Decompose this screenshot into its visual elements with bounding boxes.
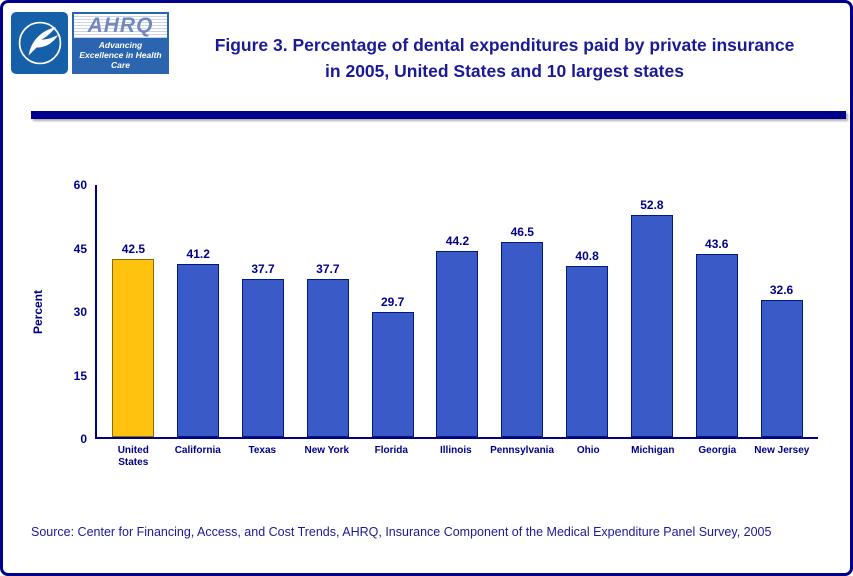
bar-value-label: 52.8 xyxy=(640,198,664,213)
x-axis-label: Michigan xyxy=(631,445,675,456)
bar-value-label: 46.5 xyxy=(510,224,534,239)
bar xyxy=(566,265,609,437)
bar-group: 40.8 xyxy=(555,185,620,437)
bar xyxy=(760,300,803,437)
bar xyxy=(501,241,544,437)
bar-group: 43.6 xyxy=(684,185,749,437)
x-axis-label: Illinois xyxy=(440,445,472,456)
bar xyxy=(436,251,479,437)
y-tick-label: 15 xyxy=(73,368,87,383)
header: AHRQ Advancing Excellence in Health Care… xyxy=(3,3,850,105)
bar-value-label: 44.2 xyxy=(445,234,470,249)
bar-group: 32.6 xyxy=(749,185,814,437)
x-axis-label: California xyxy=(174,445,221,456)
y-tick-label: 0 xyxy=(80,432,87,446)
y-tick-label: 30 xyxy=(73,305,87,319)
x-axis-label: United States xyxy=(117,445,149,468)
bar-value-label: 29.7 xyxy=(380,295,405,310)
bar-value-label: 32.6 xyxy=(769,283,794,298)
bar xyxy=(371,312,414,437)
bar xyxy=(112,258,155,437)
bar-group: 29.7 xyxy=(360,185,425,437)
page-title: Figure 3. Percentage of dental expenditu… xyxy=(214,35,795,81)
ahrq-logo-text: AHRQ xyxy=(87,14,154,37)
bar-group: 52.8 xyxy=(620,185,685,437)
bar-group: 37.7 xyxy=(231,185,296,437)
plot-column: 42.5 41.2 37.7 37.7 29.7 44.2 46.5 40.8 52.8 43.6… xyxy=(95,185,818,469)
bar-value-label: 40.8 xyxy=(575,248,599,263)
bar-group: 42.5 xyxy=(101,185,166,437)
bar xyxy=(630,215,673,437)
bar-group: 37.7 xyxy=(295,185,360,437)
x-axis-label: Pennsylvania xyxy=(490,445,555,456)
bar xyxy=(177,263,220,437)
bar-chart: Percent 0 15 30 45 60 42.5 41.2 37.7 37.7 29.7 44… xyxy=(31,178,818,469)
hhs-logo xyxy=(11,12,68,74)
bar xyxy=(306,278,349,437)
ahrq-logo-top: AHRQ xyxy=(74,14,167,38)
y-tick-label: 45 xyxy=(73,241,87,256)
x-axis-label: Texas xyxy=(248,445,277,456)
x-axis-label: New York xyxy=(304,445,350,456)
bar xyxy=(242,278,285,437)
x-axis-label: New Jersey xyxy=(754,445,810,456)
ahrq-logo: AHRQ Advancing Excellence in Health Care xyxy=(72,12,169,74)
hhs-eagle-icon xyxy=(18,21,61,65)
bar-value-label: 41.2 xyxy=(186,246,210,261)
bar-value-label: 43.6 xyxy=(705,236,729,251)
bar-group: 41.2 xyxy=(166,185,231,437)
bar-group: 46.5 xyxy=(490,185,555,437)
ahrq-logo-tagline: Advancing Excellence in Health Care xyxy=(74,38,167,72)
source-note: Source: Center for Financing, Access, an… xyxy=(31,525,772,539)
bar-value-label: 42.5 xyxy=(121,241,146,256)
bar xyxy=(695,253,738,437)
bar-value-label: 37.7 xyxy=(316,261,340,276)
plot-area: 42.5 41.2 37.7 37.7 29.7 44.2 46.5 40.8 52.8 43.6… xyxy=(95,185,818,439)
bar-value-label: 37.7 xyxy=(251,261,275,276)
header-divider-rule xyxy=(31,111,846,119)
x-axis-label: Florida xyxy=(374,445,408,456)
y-axis-title: Percent xyxy=(31,289,45,335)
bar-group: 44.2 xyxy=(425,185,490,437)
x-axis-label: Georgia xyxy=(698,445,737,456)
x-axis-label: Ohio xyxy=(576,445,600,456)
y-axis: Percent 0 15 30 45 60 xyxy=(31,178,95,446)
title-wrap: Figure 3. Percentage of dental expenditu… xyxy=(169,12,840,84)
x-axis-labels: United States California Texas New York Flor… xyxy=(97,439,818,469)
y-tick-label: 60 xyxy=(73,178,87,192)
